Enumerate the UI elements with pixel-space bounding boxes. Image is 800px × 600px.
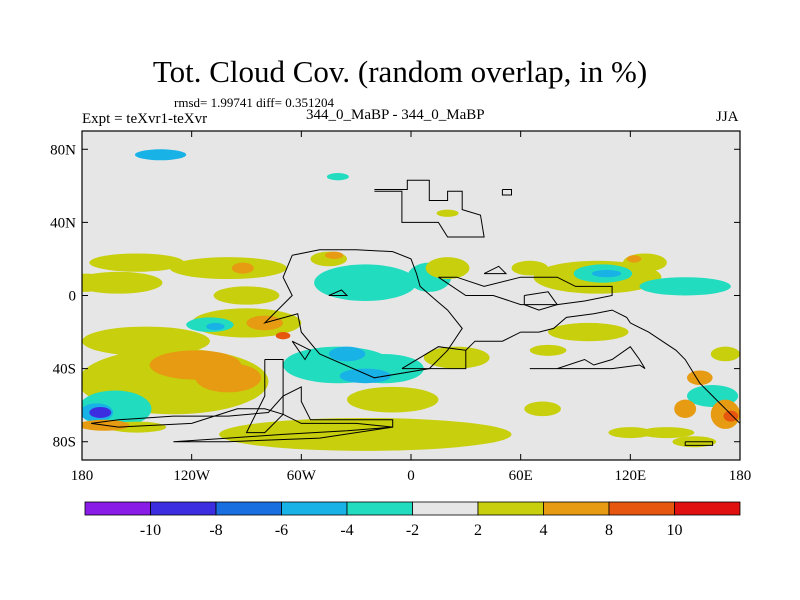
- x-tick-label: 120E: [614, 468, 646, 484]
- colorbar: -10 -8 -6 -4 -2 2 4 8 10: [84, 501, 741, 539]
- anomaly-patch: [89, 253, 185, 272]
- experiment-label: Expt = teXvr1-teXvr: [82, 111, 208, 127]
- anomaly-patch: [82, 271, 163, 294]
- x-tick-label: 180: [71, 468, 94, 484]
- coastline: [501, 189, 512, 196]
- case-label: 344_0_MaBP - 344_0_MaBP: [306, 107, 485, 123]
- anomaly-patch: [425, 257, 470, 280]
- anomaly-patch: [314, 264, 417, 301]
- colorbar-label: 10: [667, 522, 683, 539]
- colorbar-swatch: [150, 501, 217, 516]
- colorbar-label: -10: [140, 522, 161, 539]
- colorbar-swatch: [477, 501, 544, 516]
- coastline: [245, 359, 284, 434]
- coastline: [483, 265, 508, 275]
- coastline: [684, 441, 714, 446]
- colorbar-label: -4: [340, 522, 353, 539]
- anomaly-patch: [231, 262, 254, 274]
- coastline: [263, 249, 463, 379]
- anomaly-patch: [608, 427, 653, 439]
- x-tick-label: 180: [729, 468, 752, 484]
- coastline: [173, 426, 393, 443]
- y-tick-label: 0: [69, 289, 77, 305]
- x-tick-label: 0: [407, 468, 415, 484]
- anomaly-patch: [710, 346, 740, 362]
- anomaly-patch: [591, 269, 622, 278]
- anomaly-patch: [347, 386, 439, 413]
- anomaly-patch: [325, 251, 344, 259]
- coastline: [438, 276, 613, 306]
- x-tick-label: 120W: [173, 468, 211, 484]
- colorbar-swatch: [608, 501, 675, 516]
- colorbar-swatch: [215, 501, 282, 516]
- anomaly-patch: [639, 277, 731, 296]
- anomaly-patch: [674, 399, 697, 418]
- anomaly-patch: [213, 286, 280, 305]
- anomaly-patch: [169, 257, 287, 280]
- season-label: JJA: [716, 109, 739, 125]
- x-tick-label: 60E: [509, 468, 533, 484]
- anomaly-patch: [723, 410, 739, 422]
- colorbar-swatch: [412, 501, 479, 516]
- anomaly-patch: [135, 149, 187, 161]
- x-tick-label: 60W: [287, 468, 317, 484]
- colorbar-swatch: [346, 501, 413, 516]
- colorbar-label: 8: [605, 522, 613, 539]
- colorbar-label: -8: [209, 522, 222, 539]
- anomaly-patch: [626, 255, 642, 263]
- anomaly-field: [82, 149, 740, 451]
- anomaly-patch: [339, 368, 391, 384]
- chart-title: Tot. Cloud Cov. (random overlap, in %): [152, 54, 648, 89]
- rmsd-diff-stats: rmsd= 1.99741 diff= 0.351204: [174, 95, 334, 110]
- coastlines: [91, 179, 740, 446]
- anomaly-patch: [206, 322, 225, 331]
- anomaly-patch: [639, 427, 695, 439]
- colorbar-label: 2: [474, 522, 482, 539]
- colorbar-swatch: [543, 501, 610, 516]
- anomaly-patch: [529, 344, 567, 356]
- coastline: [465, 309, 740, 424]
- anomaly-patch: [82, 326, 210, 356]
- axes: 180 120W 60W 0 60E 120E 180 80N 40N 0 40S 80S: [50, 131, 751, 484]
- anomaly-patch: [436, 209, 459, 217]
- colorbar-label: -2: [406, 522, 419, 539]
- anomaly-patch: [524, 401, 561, 417]
- colorbar-swatch: [84, 501, 151, 516]
- coastline: [291, 340, 312, 361]
- anomaly-patch: [686, 370, 713, 386]
- anomaly-patch: [89, 406, 112, 418]
- coastline: [374, 179, 485, 238]
- anomaly-patch: [548, 322, 629, 342]
- coastline: [91, 386, 394, 428]
- anomaly-patch: [195, 363, 262, 393]
- coastline: [401, 346, 467, 370]
- y-tick-label: 40S: [53, 362, 76, 378]
- colorbar-swatch: [281, 501, 348, 516]
- coastline: [523, 291, 559, 311]
- y-tick-label: 80N: [50, 142, 76, 158]
- anomaly-patch: [219, 417, 512, 451]
- colorbar-label: 4: [540, 522, 548, 539]
- anomaly-patch: [328, 346, 366, 362]
- anomaly-patch: [326, 173, 349, 181]
- y-tick-label: 40N: [50, 215, 76, 231]
- colorbar-swatch: [674, 501, 741, 516]
- colorbar-label: -6: [275, 522, 288, 539]
- anomaly-patch: [275, 332, 291, 340]
- anomaly-patch: [423, 346, 490, 369]
- y-tick-label: 80S: [53, 435, 76, 451]
- coastline: [529, 346, 646, 370]
- coastline: [328, 289, 349, 296]
